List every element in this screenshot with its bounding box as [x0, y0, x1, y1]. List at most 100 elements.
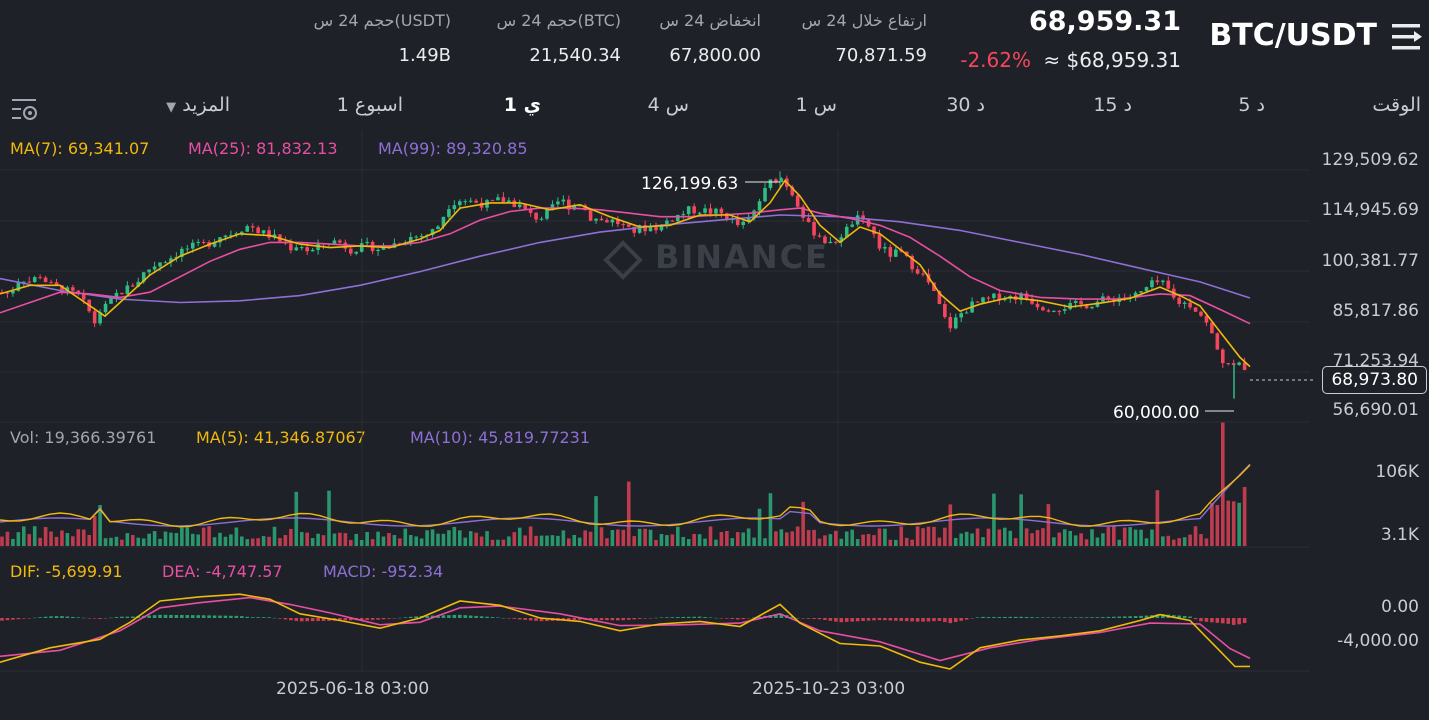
macd-hist-bar [741, 618, 745, 620]
volume-bar [387, 533, 391, 546]
volume-bar [1101, 533, 1105, 546]
candle-body [686, 206, 691, 215]
candle-body [921, 273, 925, 275]
pair-title[interactable]: BTC/USDT [1209, 18, 1377, 53]
candle-body [719, 208, 724, 214]
candle-body [120, 292, 124, 295]
macd-hist-bar [1144, 615, 1149, 618]
tab-30m[interactable]: 30 د [946, 94, 985, 116]
candle-body [839, 237, 844, 243]
candle-body [365, 241, 369, 244]
vol-btc-label: حجم 24 س(BTC) [496, 11, 621, 30]
candle-body [616, 219, 620, 225]
volume-bars [0, 422, 1251, 546]
tab-1h[interactable]: 1 س [795, 94, 837, 116]
macd-hist-bar [180, 615, 184, 618]
volume-bar [131, 535, 135, 546]
macd-hist-bar [250, 617, 255, 618]
more-label: المزيد [182, 94, 230, 116]
macd-hist-bar [790, 616, 795, 618]
price-change: -2.62% [960, 48, 1031, 72]
volume-bar [577, 537, 582, 546]
candle-body [806, 217, 811, 223]
volume-bar [299, 532, 304, 546]
menu-icon[interactable] [1390, 22, 1424, 52]
vol-ma5-legend: MA(5): 41,346.87067 [196, 428, 366, 447]
candle-body [5, 292, 10, 294]
macd-hist-bar [425, 615, 429, 618]
candle-body [1046, 310, 1051, 312]
volume-bar [943, 527, 947, 546]
volume-bar [1133, 529, 1138, 546]
volume-bar [245, 539, 250, 546]
macd-hist-bar [588, 618, 593, 620]
volume-bar [430, 529, 435, 546]
volume-bar [234, 527, 239, 546]
tab-5m[interactable]: 5 د [1238, 94, 1265, 116]
macd-hist-bar [76, 617, 81, 618]
volume-bar [1161, 536, 1165, 546]
macd-hist-bar [1215, 618, 1220, 623]
candle-body [997, 293, 1002, 301]
macd-hist-bar [959, 618, 963, 621]
more-dropdown[interactable]: ▼ المزيد [166, 94, 230, 116]
ma25-line [0, 207, 1251, 325]
macd-hist-bar [605, 618, 609, 621]
candle-body [948, 317, 953, 329]
tab-1d[interactable]: 1 ي [503, 94, 541, 116]
grid [0, 130, 1310, 672]
volume-bar [981, 537, 985, 546]
chart-settings-icon[interactable] [10, 96, 40, 122]
volume-bar [1171, 539, 1176, 546]
tab-15m[interactable]: 15 د [1093, 94, 1132, 116]
candle-body [959, 313, 963, 318]
macd-hist-bar [201, 615, 206, 618]
macd-hist-bar [806, 618, 811, 619]
macd-hist-bar [114, 617, 119, 618]
macd-hist-bar [234, 615, 239, 618]
time-label: الوقت [1372, 94, 1421, 116]
macd-hist-bar [256, 617, 260, 618]
macd-hist-bar [1226, 618, 1231, 624]
candle-body [441, 216, 446, 227]
tab-4h[interactable]: 4 س [647, 94, 689, 116]
macd-hist-bar [528, 618, 533, 621]
candle-body [1106, 296, 1111, 299]
volume-bar [479, 536, 484, 546]
candle-body [109, 297, 113, 304]
tab-1w[interactable]: 1 اسبوع [336, 94, 403, 116]
macd-hist-bar [71, 616, 75, 618]
macd-hist-bar [964, 618, 969, 620]
macd-hist-bar [1128, 616, 1132, 618]
macd-hist-bar [392, 618, 397, 619]
volume-bar [964, 531, 969, 546]
volume-bar [60, 530, 64, 546]
volume-bar [1139, 529, 1143, 546]
candle-body [703, 208, 707, 213]
volume-bar [163, 531, 168, 546]
candle-body [937, 291, 942, 305]
candle-body [310, 249, 315, 252]
macd-hist-bar [665, 617, 669, 618]
volume-bar [714, 539, 718, 546]
volume-bar [507, 536, 511, 546]
volume-bar [310, 538, 315, 546]
macd-hist-bar [169, 614, 173, 618]
volume-bar [839, 538, 844, 546]
candle-body [795, 195, 800, 207]
candle-body [32, 277, 37, 283]
macd-hist-bar [888, 618, 893, 621]
candle-body [910, 255, 914, 270]
candle-body [27, 281, 32, 283]
volume-bar [223, 536, 228, 546]
candle-body [496, 197, 500, 201]
macd-hist-bar [1041, 617, 1045, 618]
candle-body [1215, 333, 1220, 350]
volume-bar [1188, 534, 1192, 546]
candle-body [1139, 291, 1143, 293]
candle-body [141, 272, 146, 282]
volume-bar [1226, 500, 1231, 546]
volume-bar [0, 536, 4, 546]
macd-hist-bar [921, 618, 925, 622]
